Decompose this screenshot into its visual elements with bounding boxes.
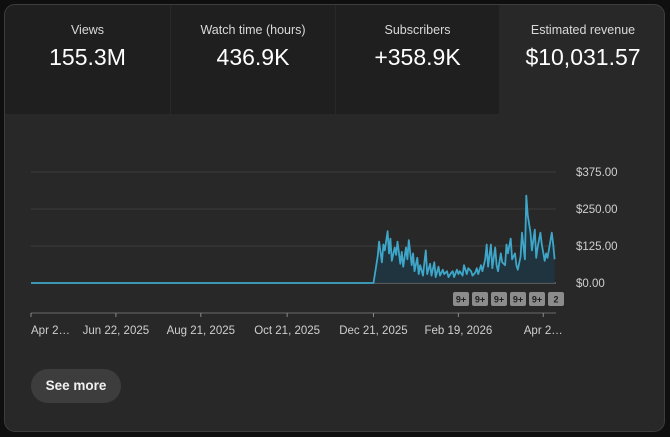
metric-tab-watch-time[interactable]: Watch time (hours) 436.9K [171,5,335,114]
annotation-badge-label: 9+ [475,295,485,305]
annotation-badge [491,292,507,306]
metric-label: Views [70,23,105,37]
y-tick-label: $375.00 [576,167,618,179]
series-area [31,195,555,283]
annotation-badge [472,292,488,306]
y-tick-label: $0.00 [576,278,605,290]
metric-label: Estimated revenue [530,23,636,37]
x-tick-label: Dec 21, 2025 [339,325,407,337]
x-tick-label: Apr 2… [524,325,563,337]
x-tick-label: Oct 21, 2025 [254,325,320,337]
x-tick-label: Feb 19, 2026 [424,325,492,337]
annotation-badge-label: 2 [553,295,558,305]
annotation-badge-label: 9+ [513,295,523,305]
x-tick-label: Apr 2… [31,325,70,337]
x-tick-label: Aug 21, 2025 [167,325,235,337]
metric-tab-subscribers[interactable]: Subscribers +358.9K [336,5,499,114]
metric-tab-views[interactable]: Views 155.3M [5,5,170,114]
revenue-chart[interactable]: $375.00 $250.00 $125.00 $0.00 9+ 9+ 9+ 9+ 9+ 2 Apr… [5,115,664,345]
metric-value: 155.3M [49,44,126,70]
annotation-badge [548,292,564,306]
revenue-chart-svg: $375.00 $250.00 $125.00 $0.00 9+ 9+ 9+ 9+ 9+ 2 Apr… [30,167,618,337]
metric-value: 436.9K [216,44,290,70]
annotation-badge [453,292,469,306]
metric-tabs: Views 155.3M Watch time (hours) 436.9K S… [5,5,664,114]
see-more-button[interactable]: See more [31,369,121,403]
metric-tab-estimated-revenue[interactable]: Estimated revenue $10,031.57 [500,5,664,114]
annotation-badge [510,292,526,306]
y-tick-label: $250.00 [576,204,618,216]
annotation-badge-label: 9+ [456,295,466,305]
metric-value: $10,031.57 [525,44,641,70]
analytics-card: Views 155.3M Watch time (hours) 436.9K S… [4,4,665,432]
x-tick-label: Jun 22, 2025 [83,325,150,337]
annotation-badge-label: 9+ [494,295,504,305]
series-line [31,194,556,284]
metric-value: +358.9K [374,44,461,70]
y-tick-label: $125.00 [576,241,618,253]
metric-label: Subscribers [384,23,451,37]
annotation-badge [529,292,545,306]
metric-label: Watch time (hours) [200,23,306,37]
annotation-badge-label: 9+ [532,295,542,305]
